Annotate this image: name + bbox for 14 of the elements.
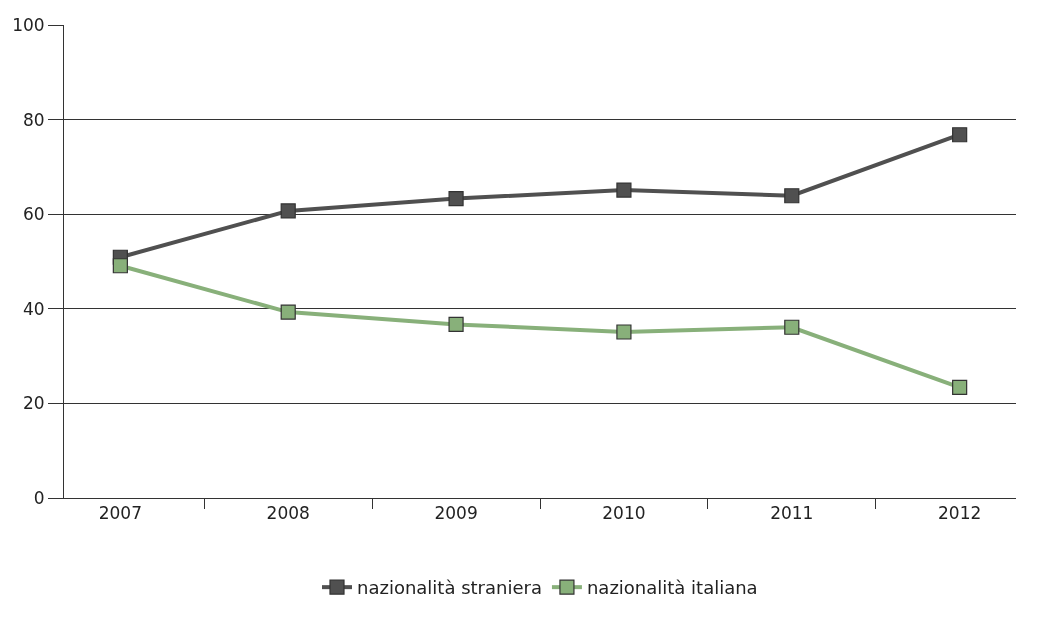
y-tick-label: 20 [22,393,45,414]
legend-label: nazionalità straniera [357,577,542,599]
x-tick-label: 2012 [938,503,982,524]
x-tick-label: 2011 [770,503,814,524]
x-tick-label: 2007 [98,503,142,524]
y-tick-label: 40 [22,298,45,319]
y-tick-label: 60 [22,204,45,225]
legend-label: nazionalità italiana [586,577,758,599]
y-tick-label: 100 [12,14,45,35]
y-tick-label: 0 [33,487,45,508]
x-tick-label: 2010 [602,503,646,524]
y-tick-label: 80 [22,109,45,130]
x-tick-label: 2008 [266,503,310,524]
x-tick-label: 2009 [434,503,478,524]
